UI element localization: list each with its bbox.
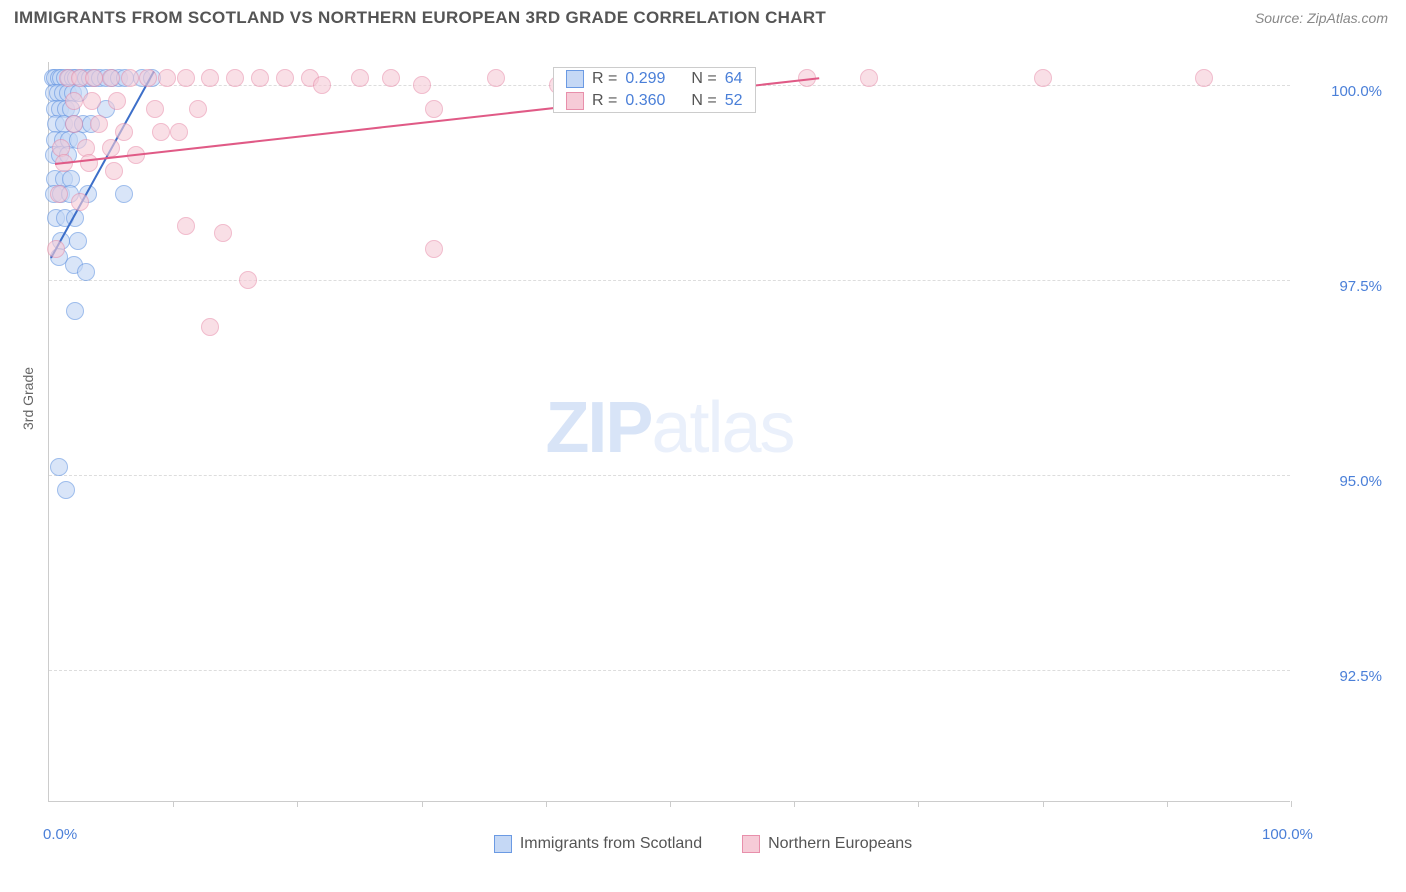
data-point-northern_european [80,154,98,172]
legend-series-label: Northern Europeans [768,835,912,853]
legend-swatch-northern_european [566,92,584,110]
legend-n-label: N = [691,92,716,110]
legend-r-value: 0.299 [625,70,665,88]
data-point-scotland [50,458,68,476]
data-point-northern_european [158,69,176,87]
x-max-label: 100.0% [1262,826,1313,843]
data-point-northern_european [108,92,126,110]
data-point-northern_european [83,92,101,110]
legend-correlation: R = 0.299 N = 64 R = 0.360 N = 52 [553,67,756,113]
legend-item-scotland: Immigrants from Scotland [494,835,702,853]
data-point-northern_european [170,123,188,141]
data-point-northern_european [351,69,369,87]
data-point-northern_european [201,69,219,87]
source-label: Source: ZipAtlas.com [1255,10,1388,26]
data-point-northern_european [425,100,443,118]
legend-swatch-northern_european [742,835,760,853]
x-tick [918,801,919,807]
data-point-northern_european [102,69,120,87]
data-point-northern_european [251,69,269,87]
data-point-scotland [66,302,84,320]
data-point-scotland [69,232,87,250]
legend-r-label: R = [592,70,617,88]
data-point-northern_european [487,69,505,87]
data-point-northern_european [139,69,157,87]
data-point-northern_european [425,240,443,258]
legend-swatch-scotland [566,70,584,88]
y-tick-label: 100.0% [1302,83,1382,100]
legend-r-label: R = [592,92,617,110]
gridline-h [49,670,1290,671]
data-point-northern_european [50,185,68,203]
watermark: ZIPatlas [545,386,793,468]
data-point-northern_european [226,69,244,87]
watermark-zip: ZIP [545,387,651,467]
x-tick [794,801,795,807]
data-point-northern_european [214,224,232,242]
data-point-scotland [115,185,133,203]
data-point-northern_european [121,69,139,87]
x-tick [422,801,423,807]
data-point-northern_european [1034,69,1052,87]
legend-n-value: 64 [725,70,743,88]
legend-series-label: Immigrants from Scotland [520,835,702,853]
data-point-northern_european [201,318,219,336]
x-tick [173,801,174,807]
data-point-northern_european [1195,69,1213,87]
data-point-northern_european [276,69,294,87]
legend-item-northern_european: Northern Europeans [742,835,912,853]
data-point-northern_european [177,69,195,87]
title-bar: IMMIGRANTS FROM SCOTLAND VS NORTHERN EUR… [0,0,1406,34]
legend-swatch-scotland [494,835,512,853]
legend-n-label: N = [691,70,716,88]
data-point-northern_european [65,92,83,110]
data-point-northern_european [105,162,123,180]
data-point-northern_european [177,217,195,235]
legend-bottom: Immigrants from Scotland Northern Europea… [0,835,1406,853]
x-tick [1291,801,1292,807]
gridline-h [49,475,1290,476]
legend-n-value: 52 [725,92,743,110]
watermark-atlas: atlas [651,387,793,467]
x-tick [1167,801,1168,807]
chart-plot-area: ZIPatlas [48,62,1290,802]
data-point-northern_european [189,100,207,118]
x-tick [546,801,547,807]
gridline-h [49,280,1290,281]
data-point-northern_european [65,115,83,133]
data-point-scotland [57,481,75,499]
data-point-northern_european [90,115,108,133]
data-point-northern_european [860,69,878,87]
data-point-northern_european [47,240,65,258]
y-tick-label: 92.5% [1302,668,1382,685]
x-tick [670,801,671,807]
chart-title: IMMIGRANTS FROM SCOTLAND VS NORTHERN EUR… [14,8,826,28]
x-min-label: 0.0% [43,826,77,843]
data-point-northern_european [313,76,331,94]
data-point-northern_european [146,100,164,118]
data-point-northern_european [85,69,103,87]
data-point-northern_european [115,123,133,141]
y-axis-label: 3rd Grade [20,367,36,430]
x-tick [1043,801,1044,807]
data-point-northern_european [102,139,120,157]
legend-row-scotland: R = 0.299 N = 64 [554,68,755,90]
data-point-northern_european [382,69,400,87]
x-tick [297,801,298,807]
data-point-northern_european [152,123,170,141]
data-point-northern_european [413,76,431,94]
data-point-northern_european [239,271,257,289]
data-point-northern_european [71,193,89,211]
data-point-scotland [77,263,95,281]
y-tick-label: 95.0% [1302,473,1382,490]
legend-row-northern_european: R = 0.360 N = 52 [554,90,755,112]
y-tick-label: 97.5% [1302,278,1382,295]
legend-r-value: 0.360 [625,92,665,110]
